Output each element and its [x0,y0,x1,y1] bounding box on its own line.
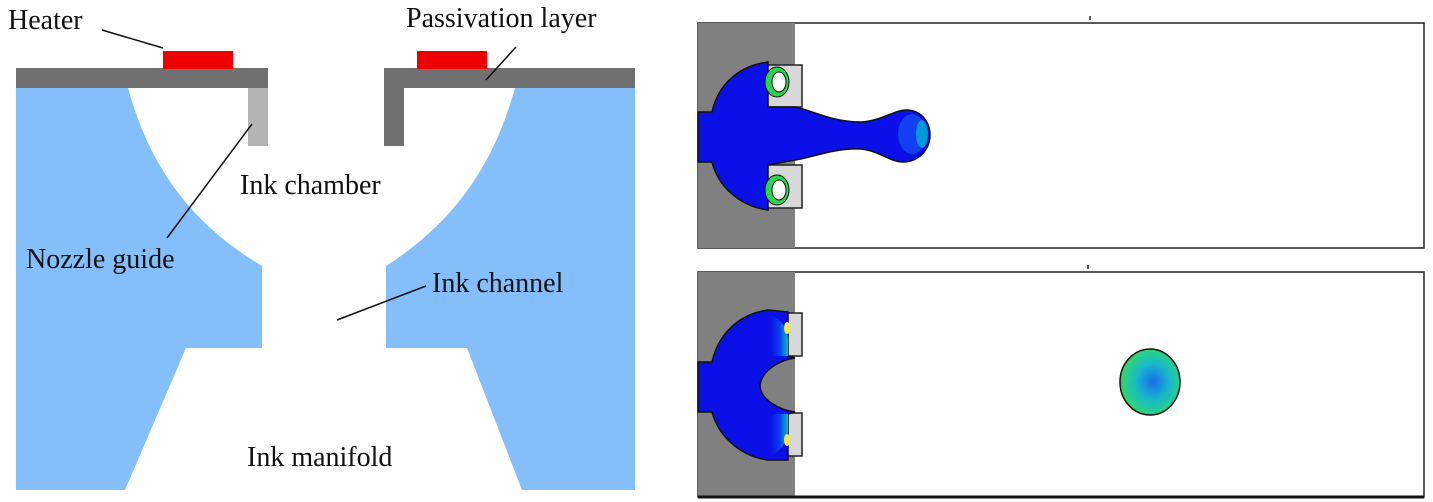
passivation-layer-right [384,68,635,88]
panel-1-head-rim [916,120,928,148]
printhead-cross-section: Heater Passivation layer Ink chamber Noz… [8,3,635,490]
panel-1-bubble-bottom-core [771,179,787,201]
panel-2-rim-top [770,315,788,356]
panel-2-yellow-bottom [784,434,790,446]
heater-right [417,51,487,69]
passivation-layer-label: Passivation layer [406,3,597,34]
panel-2-yellow-top [784,322,790,334]
panel-2-rim-bottom [770,414,788,455]
panel-2-ink-body [697,309,796,461]
substrate-right [386,88,635,490]
nozzle-guide-right [384,88,404,146]
substrate-left [16,88,262,490]
ink-channel-label: Ink channel [432,268,564,299]
panel-2-droplet [1119,348,1181,416]
simulation-panel-1 [697,16,1425,249]
ink-manifold-label: Ink manifold [247,442,392,473]
heater-left [163,51,233,69]
panel-1-ink-body [697,61,931,211]
panel-2-frame [697,271,1425,498]
ink-chamber-label: Ink chamber [240,170,381,201]
heater-leader [101,29,164,49]
simulation-panel-2 [697,265,1425,499]
passivation-layer-left [16,68,268,88]
nozzle-guide-label: Nozzle guide [26,244,175,275]
ink-channel-leader [336,285,427,321]
passivation-leader [485,46,517,81]
nozzle-guide-leader [166,123,253,239]
heater-label: Heater [8,5,83,36]
nozzle-guide-left [248,88,268,146]
panel-1-bubble-top-core [771,71,787,93]
